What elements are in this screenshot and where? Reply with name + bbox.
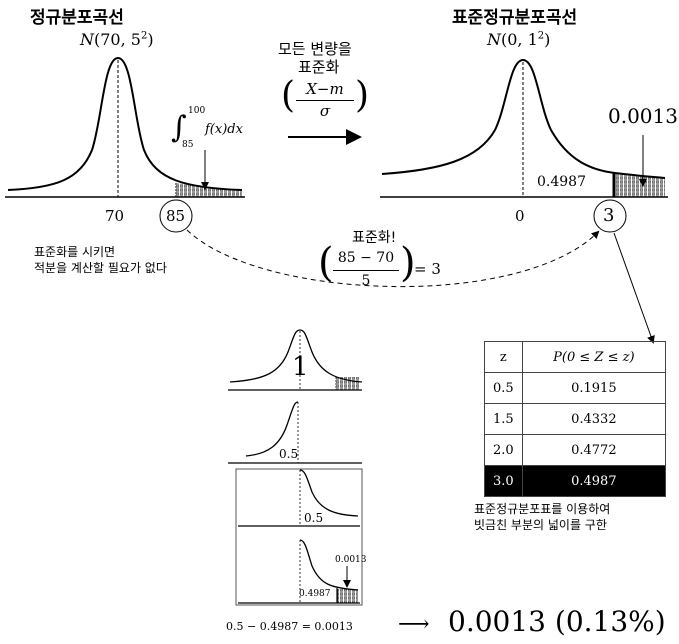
transform-paren-left: (	[281, 75, 296, 116]
right-tail-value: 0.0013	[608, 104, 678, 128]
right-3-circle	[593, 199, 627, 233]
left-tail-hatch	[176, 183, 242, 197]
table-cell-p: 0.4987	[521, 465, 667, 497]
left-normal-curve	[5, 56, 245, 233]
table-cell-z: 3.0	[484, 465, 523, 497]
right-distribution-label: N(0, 12)	[487, 30, 551, 49]
standardize-arrow	[186, 229, 600, 287]
z-table-header: z P(0 ≤ Z ≤ z)	[484, 341, 667, 373]
integral-body: f(x)dx	[205, 122, 243, 137]
left-tick-85: 85	[166, 207, 186, 225]
table-row: 0.5 0.1915	[484, 372, 667, 404]
right-title: 표준정규분포곡선	[452, 8, 578, 28]
table-pointer-arrow	[613, 232, 655, 344]
bottom-equation: 0.5 − 0.4987 = 0.0013	[226, 620, 353, 633]
right-tick-0: 0	[515, 207, 525, 225]
mini-tail-value: 0.0013	[335, 555, 367, 565]
left-tick-70: 70	[105, 207, 125, 225]
table-row-highlighted: 3.0 0.4987	[484, 465, 667, 497]
mini-half-right: 0.5	[304, 511, 324, 525]
left-curve	[7, 56, 243, 191]
right-normal-curve	[380, 58, 668, 233]
left-85-circle	[159, 199, 193, 233]
z-table: z P(0 ≤ Z ≤ z) 0.5 0.1915 1.5 0.4332 2.0…	[484, 341, 667, 497]
standardize-label: 표준화!	[352, 230, 397, 246]
integral-lower-limit: 85	[182, 140, 194, 150]
standardize-fraction-bar	[333, 270, 399, 271]
mini-total-area: 1	[292, 352, 309, 382]
transform-line-1: 모든 변량을	[278, 40, 352, 58]
left-distribution-label: N(70, 52)	[80, 30, 154, 49]
standardize-paren-right: )	[400, 240, 416, 286]
table-cell-p: 0.4772	[521, 434, 667, 466]
mini-diagram-tail	[238, 539, 360, 604]
right-area-value: 0.4987	[537, 174, 586, 190]
table-cell-z: 0.5	[484, 372, 523, 404]
standardize-denominator: 5	[361, 273, 371, 289]
transform-line-2: 표준화	[298, 58, 340, 76]
mini-box	[235, 468, 363, 606]
z-table-header-z: z	[484, 341, 523, 373]
note-line-1: 표준화를 시키면	[34, 245, 116, 259]
z-table-header-p: P(0 ≤ Z ≤ z)	[521, 341, 667, 373]
integral-sign: ∫	[171, 110, 187, 145]
note-line-2: 적분을 계산할 필요가 없다	[34, 261, 167, 275]
transform-fraction-bar	[296, 100, 354, 101]
table-cell-p: 0.1915	[521, 372, 667, 404]
left-title: 정규분포곡선	[30, 8, 124, 28]
mini-half-left: 0.5	[279, 447, 299, 461]
standardize-paren-left: (	[318, 240, 334, 286]
mini-diagram-total	[228, 329, 363, 391]
table-cell-z: 1.5	[484, 403, 523, 435]
table-caption-line-2: 빗금친 부분의 넓이를 구한	[474, 518, 607, 532]
transform-paren-right: )	[355, 75, 370, 116]
bottom-result: 0.0013 (0.13%)	[448, 605, 666, 638]
table-cell-p: 0.4332	[521, 403, 667, 435]
right-tick-3: 3	[603, 205, 615, 226]
transform-denominator: σ	[319, 102, 331, 120]
transform-numerator: X−m	[306, 80, 344, 98]
standardize-result: = 3	[414, 260, 441, 278]
table-row: 2.0 0.4772	[484, 434, 667, 466]
bottom-arrow: ⟶	[398, 612, 430, 637]
table-cell-z: 2.0	[484, 434, 523, 466]
mini-area-value: 0.4987	[299, 589, 331, 599]
mini-diagram-half	[228, 401, 362, 464]
table-row: 1.5 0.4332	[484, 403, 667, 435]
standardize-numerator: 85 − 70	[337, 250, 395, 266]
mini-diagram-right-half	[238, 469, 360, 527]
integral-upper-limit: 100	[188, 106, 206, 116]
table-caption-line-1: 표준정규분포표를 이용하여	[474, 502, 611, 516]
